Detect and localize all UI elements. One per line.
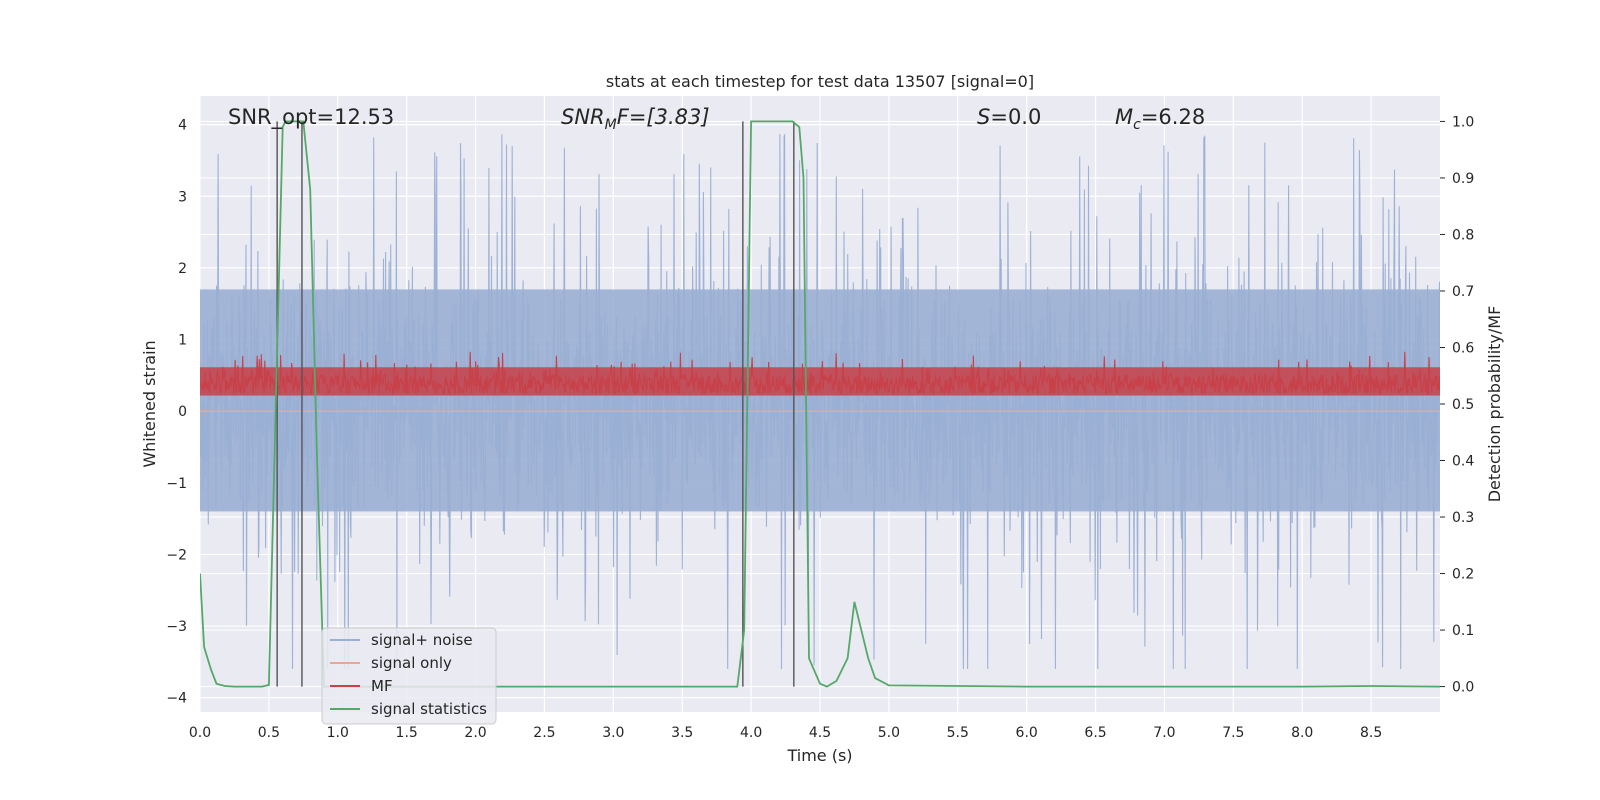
- x-tick-label-14: 7.0: [1153, 725, 1175, 741]
- x-tick-label-15: 7.5: [1222, 725, 1244, 741]
- x-tick-label-9: 4.5: [809, 725, 831, 741]
- x-axis-label: Time (s): [786, 746, 852, 765]
- x-tick-label-8: 4.0: [740, 725, 762, 741]
- y-left-tick-label-4: 0: [178, 404, 187, 420]
- y-left-tick-label-7: −3: [166, 619, 187, 635]
- y-right-tick-label-2: 0.8: [1452, 227, 1474, 243]
- y-left-tick-label-6: −2: [166, 547, 187, 563]
- legend-label-signal-only: signal only: [371, 654, 452, 672]
- annotation-mc: Mc=6.28: [1115, 105, 1205, 133]
- y-right-tick-label-4: 0.6: [1452, 340, 1474, 356]
- y-right-tick-label-9: 0.1: [1452, 623, 1474, 639]
- x-tick-label-12: 6.0: [1016, 725, 1038, 741]
- y-left-tick-label-5: −1: [166, 476, 187, 492]
- series-layer: [200, 120, 1440, 688]
- chart-title: stats at each timestep for test data 135…: [606, 72, 1034, 91]
- x-tick-label-6: 3.0: [602, 725, 624, 741]
- y-right-tick-label-3: 0.7: [1452, 284, 1474, 300]
- legend-label-signal-noise: signal+ noise: [371, 631, 473, 649]
- x-tick-label-10: 5.0: [878, 725, 900, 741]
- annotation-s: S=0.0: [977, 105, 1041, 129]
- annotation-snr-mf: SNRMF=[3.83]: [561, 105, 710, 133]
- y-left-tick-label-3: 1: [178, 333, 187, 349]
- y-axis-left-label: Whitened strain: [140, 340, 159, 467]
- y-axis-right-label: Detection probability/MF: [1485, 306, 1504, 503]
- legend: signal+ noise signal only MF signal stat…: [321, 627, 497, 725]
- y-left-tick-label-2: 2: [178, 261, 187, 277]
- x-tick-label-2: 1.0: [327, 725, 349, 741]
- y-right-tick-label-1: 0.9: [1452, 171, 1474, 187]
- x-tick-label-11: 5.5: [947, 725, 969, 741]
- legend-box: [321, 627, 497, 725]
- legend-label-mf: MF: [371, 677, 393, 695]
- x-tick-label-7: 3.5: [671, 725, 693, 741]
- y-left-tick-labels: 4 3 2 1 0 −1 −2 −3 −4: [166, 118, 187, 707]
- y-right-tick-labels: 1.0 0.9 0.8 0.7 0.6 0.5 0.4 0.3 0.2 0.1 0.0: [1440, 114, 1474, 696]
- y-right-tick-label-10: 0.0: [1452, 680, 1474, 696]
- y-left-tick-label-0: 4: [178, 118, 187, 134]
- x-tick-labels: 0.0 0.5 1.0 1.5 2.0 2.5 3.0 3.5 4.0 4.5 5.0 5.5 6.0 6…: [189, 725, 1382, 741]
- annotation-snr-opt: SNR_opt=12.53: [228, 105, 394, 130]
- series-mf-line: [200, 351, 1440, 396]
- x-tick-label-1: 0.5: [258, 725, 280, 741]
- x-tick-label-3: 1.5: [396, 725, 418, 741]
- y-right-tick-label-6: 0.4: [1452, 454, 1474, 470]
- y-left-tick-label-8: −4: [166, 691, 187, 707]
- legend-label-signal-statistics: signal statistics: [371, 700, 487, 718]
- series-signal-statistics-line: [200, 120, 1440, 688]
- x-tick-label-16: 8.0: [1291, 725, 1313, 741]
- y-right-tick-label-0: 1.0: [1452, 114, 1474, 130]
- x-tick-label-17: 8.5: [1360, 725, 1382, 741]
- y-right-tick-label-5: 0.5: [1452, 397, 1474, 413]
- x-tick-label-0: 0.0: [189, 725, 211, 741]
- x-tick-label-4: 2.0: [464, 725, 486, 741]
- x-tick-label-13: 6.5: [1084, 725, 1106, 741]
- y-right-tick-label-7: 0.3: [1452, 510, 1474, 526]
- y-right-tick-label-8: 0.2: [1452, 567, 1474, 583]
- y-left-tick-label-1: 3: [178, 189, 187, 205]
- x-tick-label-5: 2.5: [533, 725, 555, 741]
